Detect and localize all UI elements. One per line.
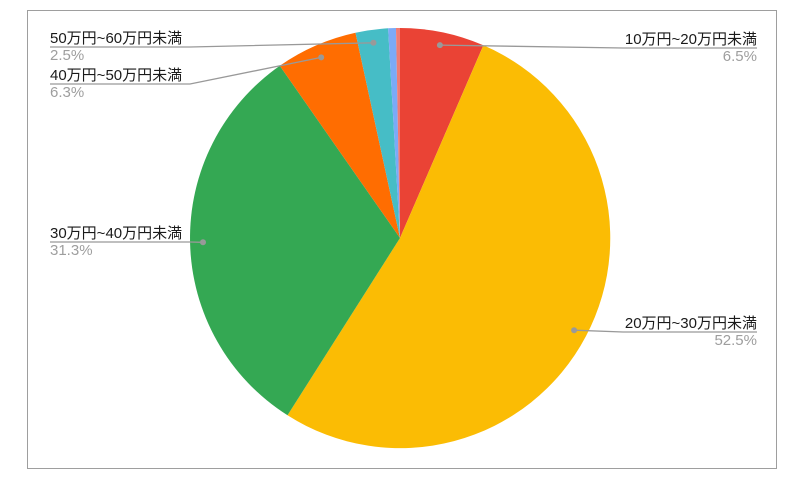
pie-slice-3[interactable] — [279, 32, 400, 238]
pie-slice-5[interactable] — [388, 28, 400, 238]
pie-slice-1[interactable] — [287, 45, 611, 449]
pie-slice-2[interactable] — [190, 65, 400, 416]
callout-leader-line — [50, 42, 374, 48]
callout-dot — [436, 42, 443, 49]
slice-label: 50万円~60万円未満 — [50, 30, 183, 47]
pie-slice-0[interactable] — [400, 28, 484, 238]
callout-dot — [571, 327, 578, 334]
slice-percent: 31.3% — [50, 242, 93, 259]
callout-dot — [200, 239, 206, 246]
slice-percent: 6.3% — [50, 84, 85, 101]
pie-callout-10-20: 10万円~20万円未満 6.5% — [625, 31, 757, 65]
pie-callout-40-50: 40万円~50万円未満 6.3% — [50, 67, 182, 101]
pie-callout-20-30: 20万円~30万円未満 52.5% — [625, 315, 757, 349]
slice-label: 30万円~40万円未満 — [50, 225, 183, 242]
callout-leader-line — [574, 329, 757, 333]
slice-label: 20万円~30万円未満 — [624, 315, 757, 332]
pie-callout-30-40: 30万円~40万円未満 31.3% — [50, 225, 182, 259]
pie-slice-6[interactable] — [396, 27, 400, 239]
callout-dot — [318, 54, 325, 61]
pie-slice-4[interactable] — [355, 28, 401, 238]
slice-label: 40万円~50万円未満 — [50, 67, 183, 84]
slice-percent: 2.5% — [50, 47, 85, 64]
pie-callout-50-60: 50万円~60万円未満 2.5% — [50, 30, 182, 64]
callout-leader-line — [439, 44, 757, 49]
slice-percent: 6.5% — [722, 48, 757, 65]
callout-leader-line — [50, 56, 322, 85]
slice-percent: 52.5% — [714, 332, 757, 349]
slice-label: 10万円~20万円未満 — [624, 31, 757, 48]
callout-dot — [370, 39, 377, 46]
